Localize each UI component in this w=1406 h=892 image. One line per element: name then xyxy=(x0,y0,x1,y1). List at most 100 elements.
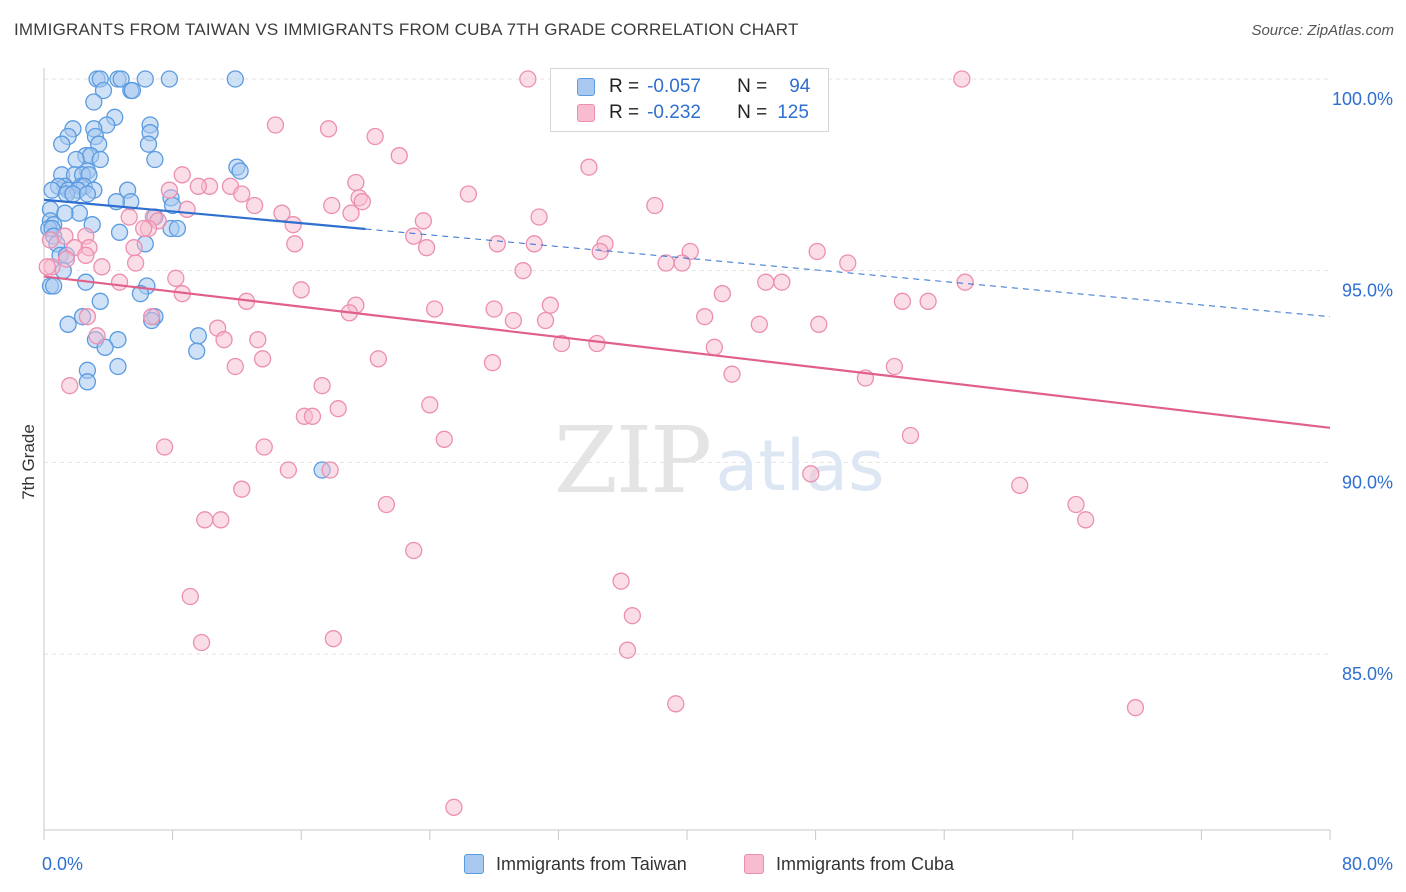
cuba-point-30 xyxy=(135,219,153,238)
cuba-point-116 xyxy=(623,607,641,625)
cuba-point-77 xyxy=(750,315,768,333)
trend-lines xyxy=(43,198,1331,429)
taiwan-point-45 xyxy=(78,185,97,203)
taiwan-n-label: N = xyxy=(737,76,768,97)
cuba-point-103 xyxy=(321,461,339,479)
taiwan-point-51 xyxy=(70,204,89,222)
taiwan-n-value: 94 xyxy=(789,76,811,97)
taiwan-point-52 xyxy=(56,204,74,222)
cuba-point-93 xyxy=(61,377,79,395)
taiwan-point-9 xyxy=(123,81,142,100)
chart-title: IMMIGRANTS FROM TAIWAN VS IMMIGRANTS FRO… xyxy=(14,20,799,39)
taiwan-point-26 xyxy=(91,150,109,169)
cuba-point-115 xyxy=(181,587,199,606)
cuba-trend xyxy=(43,275,1331,429)
cuba-point-86 xyxy=(253,350,272,368)
taiwan-point-58 xyxy=(168,219,187,238)
cuba-point-6 xyxy=(580,158,598,176)
cuba-point-18 xyxy=(646,196,664,215)
cuba-point-13 xyxy=(233,185,251,203)
taiwan-point-83 xyxy=(109,357,127,376)
cuba-point-94 xyxy=(313,377,331,395)
cuba-point-57 xyxy=(773,273,791,291)
cuba-point-39 xyxy=(125,239,143,257)
y-tick-label-1: 95.0% xyxy=(1342,281,1393,301)
taiwan-point-24 xyxy=(146,150,164,169)
cuba-point-20 xyxy=(342,204,360,222)
taiwan-point-42 xyxy=(43,181,61,199)
tick-labels: 100.0% 95.0% 90.0% 85.0% 0.0% 80.0% xyxy=(42,89,1393,874)
taiwan-point-21 xyxy=(53,135,71,153)
legend-row-cuba: R = -0.232 N = 125 xyxy=(577,101,809,125)
cuba-point-65 xyxy=(919,292,937,310)
taiwan-point-20 xyxy=(139,135,158,153)
cuba-point-16 xyxy=(353,193,371,211)
cuba-point-62 xyxy=(713,285,732,303)
cuba-point-46 xyxy=(77,246,95,264)
cuba-n-value: 125 xyxy=(777,102,809,123)
cuba-point-0 xyxy=(519,70,537,88)
cuba-point-56 xyxy=(167,269,185,287)
cuba-point-14 xyxy=(347,173,365,192)
y-tick-label-3: 85.0% xyxy=(1342,664,1393,684)
cuba-point-98 xyxy=(303,407,322,425)
cuba-swatch xyxy=(577,104,595,122)
cuba-point-100 xyxy=(901,426,920,445)
x-tick-label-0: 0.0% xyxy=(42,854,83,874)
cuba-point-108 xyxy=(1067,495,1085,514)
cuba-point-75 xyxy=(504,311,523,330)
cuba-point-69 xyxy=(485,300,503,318)
axes xyxy=(43,68,1331,840)
cuba-point-26 xyxy=(414,212,433,230)
cuba-point-74 xyxy=(696,308,714,326)
cuba-point-107 xyxy=(233,480,251,498)
cuba-point-2 xyxy=(266,116,285,134)
cuba-point-19 xyxy=(245,196,264,215)
cuba-point-99 xyxy=(435,430,453,448)
cuba-point-28 xyxy=(284,216,302,234)
legend-row-taiwan: R = -0.057 N = 94 xyxy=(577,75,810,99)
taiwan-trend-solid xyxy=(43,198,366,231)
cuba-point-60 xyxy=(757,273,775,291)
cuba-point-51 xyxy=(673,254,691,272)
bottom-legend-cuba: Immigrants from Cuba xyxy=(744,852,954,876)
cuba-point-44 xyxy=(808,242,826,261)
cuba-point-122 xyxy=(445,798,463,816)
cuba-point-85 xyxy=(705,338,723,356)
taiwan-point-44 xyxy=(64,185,82,203)
taiwan-point-4 xyxy=(136,70,154,88)
bottom-taiwan-label: Immigrants from Taiwan xyxy=(496,853,687,874)
taiwan-point-6 xyxy=(226,70,244,88)
taiwan-point-10 xyxy=(85,93,103,111)
taiwan-point-77 xyxy=(59,315,77,333)
bottom-cuba-label: Immigrants from Cuba xyxy=(776,853,955,874)
cuba-point-64 xyxy=(893,292,912,310)
taiwan-point-79 xyxy=(109,331,127,349)
cuba-point-82 xyxy=(249,331,267,349)
cuba-point-121 xyxy=(1126,699,1145,717)
watermark: ZIP atlas xyxy=(554,407,885,514)
cuba-point-88 xyxy=(483,354,502,372)
y-axis-label: 7th Grade xyxy=(19,424,38,500)
cuba-point-104 xyxy=(279,461,297,479)
taiwan-trend-dashed xyxy=(365,228,1331,318)
cuba-point-102 xyxy=(255,438,273,456)
cuba-point-22 xyxy=(178,200,196,218)
cuba-point-111 xyxy=(212,511,230,529)
cuba-point-42 xyxy=(417,239,436,257)
taiwan-point-71 xyxy=(44,277,63,295)
cuba-point-58 xyxy=(956,273,974,291)
cuba-point-96 xyxy=(329,400,347,418)
y-tick-label-0: 100.0% xyxy=(1332,89,1393,109)
cuba-point-101 xyxy=(155,438,174,456)
y-tick-label-2: 90.0% xyxy=(1342,472,1393,492)
taiwan-point-78 xyxy=(189,327,207,345)
correlation-legend: R = -0.057 N = 94 R = -0.232 N = 125 xyxy=(550,68,829,132)
cuba-point-48 xyxy=(657,254,675,272)
cuba-point-106 xyxy=(1011,476,1029,494)
taiwan-point-73 xyxy=(91,292,109,310)
cuba-point-114 xyxy=(612,572,630,590)
cuba-point-45 xyxy=(591,242,609,261)
cuba-point-67 xyxy=(541,296,560,314)
x-tick-label-1: 80.0% xyxy=(1342,854,1393,874)
